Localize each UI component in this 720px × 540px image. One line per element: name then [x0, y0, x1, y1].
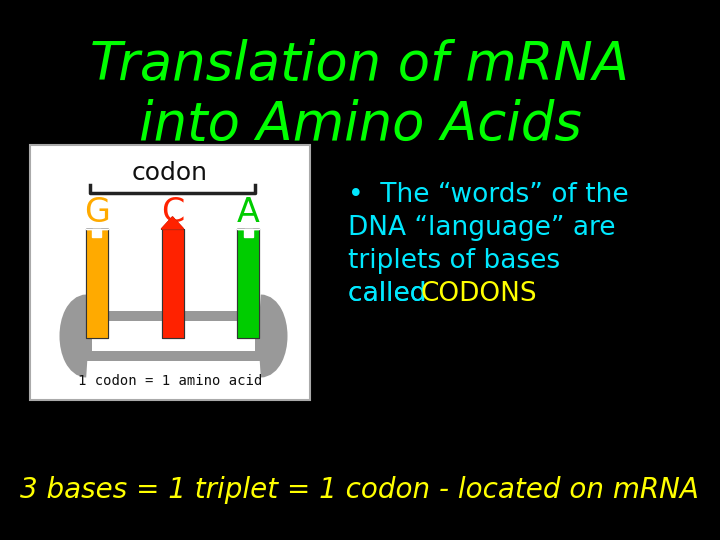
Bar: [161, 229, 184, 338]
Bar: [92, 321, 255, 351]
Polygon shape: [161, 217, 184, 229]
Text: C: C: [161, 197, 184, 230]
Text: DNA “language” are: DNA “language” are: [348, 215, 616, 241]
Bar: [238, 229, 259, 338]
Polygon shape: [86, 229, 107, 237]
Text: triplets of bases: triplets of bases: [348, 248, 560, 274]
Bar: [161, 229, 184, 338]
Text: called: called: [348, 281, 435, 307]
Text: CODONS: CODONS: [420, 281, 536, 307]
Text: called: called: [348, 281, 435, 307]
Polygon shape: [238, 229, 259, 237]
Bar: [238, 229, 259, 338]
Polygon shape: [161, 217, 184, 229]
Polygon shape: [238, 229, 259, 237]
FancyBboxPatch shape: [30, 145, 310, 400]
Text: 1 codon = 1 amino acid: 1 codon = 1 amino acid: [78, 374, 262, 388]
FancyBboxPatch shape: [83, 311, 264, 361]
Text: Translation of mRNA: Translation of mRNA: [91, 39, 629, 91]
Text: into Amino Acids: into Amino Acids: [138, 99, 582, 151]
Bar: [86, 229, 107, 338]
Polygon shape: [86, 229, 107, 237]
Bar: [86, 229, 107, 338]
Text: codon: codon: [132, 161, 208, 185]
Text: •  The “words” of the: • The “words” of the: [348, 182, 629, 208]
Text: A: A: [237, 197, 260, 230]
Text: 3 bases = 1 triplet = 1 codon - located on mRNA: 3 bases = 1 triplet = 1 codon - located …: [20, 476, 699, 504]
Text: G: G: [84, 197, 109, 230]
